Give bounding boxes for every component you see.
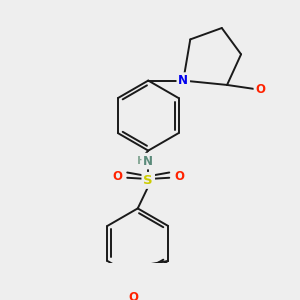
- Text: N: N: [178, 74, 188, 87]
- Text: O: O: [128, 291, 138, 300]
- Text: H: H: [136, 156, 146, 166]
- Text: N: N: [143, 154, 153, 168]
- Text: O: O: [174, 169, 184, 182]
- Text: O: O: [255, 83, 265, 96]
- Text: O: O: [112, 169, 123, 182]
- Text: S: S: [143, 174, 153, 187]
